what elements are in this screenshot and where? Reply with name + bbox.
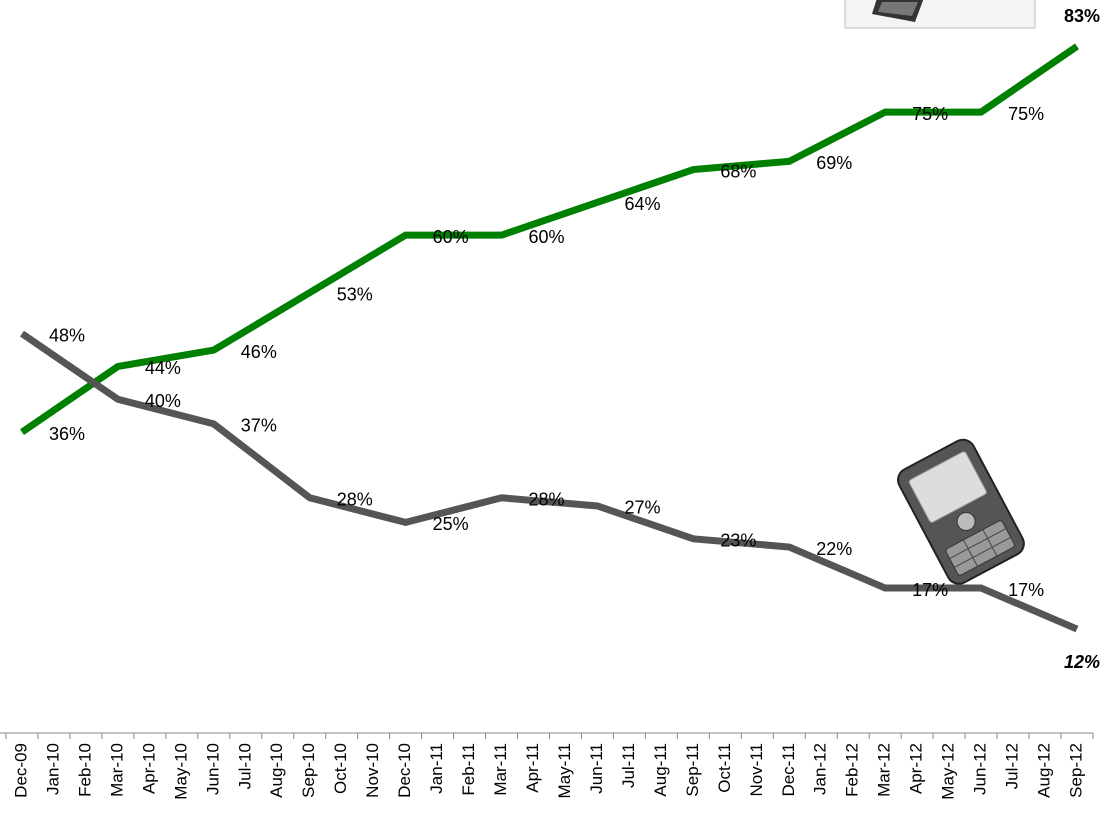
x-tick-label: Dec-09: [11, 743, 30, 798]
x-tick-label: Jul-10: [235, 743, 254, 789]
data-label: 12%: [1064, 652, 1100, 672]
x-tick-label: Jul-11: [619, 743, 638, 788]
data-label: 60%: [433, 227, 469, 247]
x-tick-label: Jun-12: [971, 743, 990, 795]
x-tick-label: Aug-12: [1035, 743, 1054, 798]
phone-icon-top: [844, 0, 1036, 29]
data-label: 44%: [145, 358, 181, 378]
data-label: 22%: [816, 539, 852, 559]
data-label: 17%: [912, 580, 948, 600]
data-label: 64%: [624, 194, 660, 214]
x-tick-label: Feb-10: [75, 743, 94, 797]
data-label: 28%: [529, 490, 565, 510]
x-tick-label: Oct-11: [715, 743, 734, 793]
x-tick-label: Apr-11: [523, 743, 542, 793]
x-tick-label: Sep-12: [1066, 743, 1085, 798]
phone-icon-bottom: [897, 438, 1025, 585]
data-label: 46%: [241, 342, 277, 362]
data-label: 75%: [1008, 104, 1044, 124]
data-label: 69%: [816, 153, 852, 173]
data-label: 83%: [1064, 6, 1100, 26]
x-tick-label: Sep-11: [683, 743, 702, 797]
data-label: 68%: [720, 161, 756, 181]
data-label: 40%: [145, 391, 181, 411]
x-tick-label: Feb-11: [459, 743, 478, 796]
data-label: 75%: [912, 104, 948, 124]
x-tick-label: Dec-10: [395, 743, 414, 798]
x-tick-label: Jan-12: [811, 743, 830, 795]
data-label: 48%: [49, 325, 85, 345]
data-label: 60%: [529, 227, 565, 247]
data-label: 17%: [1008, 580, 1044, 600]
data-label: 36%: [49, 424, 85, 444]
x-tick-label: Aug-11: [651, 743, 670, 797]
x-tick-label: Oct-10: [331, 743, 350, 794]
x-tick-label: Dec-11: [779, 743, 798, 797]
x-tick-label: Apr-12: [907, 743, 926, 794]
data-label: 27%: [624, 498, 660, 518]
x-tick-label: Nov-10: [363, 743, 382, 798]
x-tick-label: Jun-11: [587, 743, 606, 794]
x-tick-label: Jan-10: [43, 743, 62, 795]
x-tick-label: Mar-10: [107, 743, 126, 797]
x-tick-label: Jun-10: [203, 743, 222, 795]
x-tick-label: May-12: [939, 743, 958, 800]
x-tick-label: Apr-10: [139, 743, 158, 794]
x-tick-label: Mar-12: [875, 743, 894, 797]
data-label: 25%: [433, 514, 469, 534]
x-tick-label: Jan-11: [427, 743, 446, 794]
x-tick-label: Sep-10: [299, 743, 318, 798]
x-tick-label: Mar-11: [491, 743, 510, 796]
data-label: 53%: [337, 284, 373, 304]
data-label: 23%: [720, 531, 756, 551]
series-line: [20, 330, 1079, 633]
x-tick-label: May-10: [171, 743, 190, 800]
data-label: 28%: [337, 490, 373, 510]
x-tick-label: Nov-11: [747, 743, 766, 797]
x-tick-label: Aug-10: [267, 743, 286, 798]
series-line: [20, 43, 1079, 436]
data-label: 37%: [241, 416, 277, 436]
x-tick-label: Jul-12: [1003, 743, 1022, 789]
x-tick-label: May-11: [555, 743, 574, 798]
x-tick-label: Feb-12: [843, 743, 862, 797]
